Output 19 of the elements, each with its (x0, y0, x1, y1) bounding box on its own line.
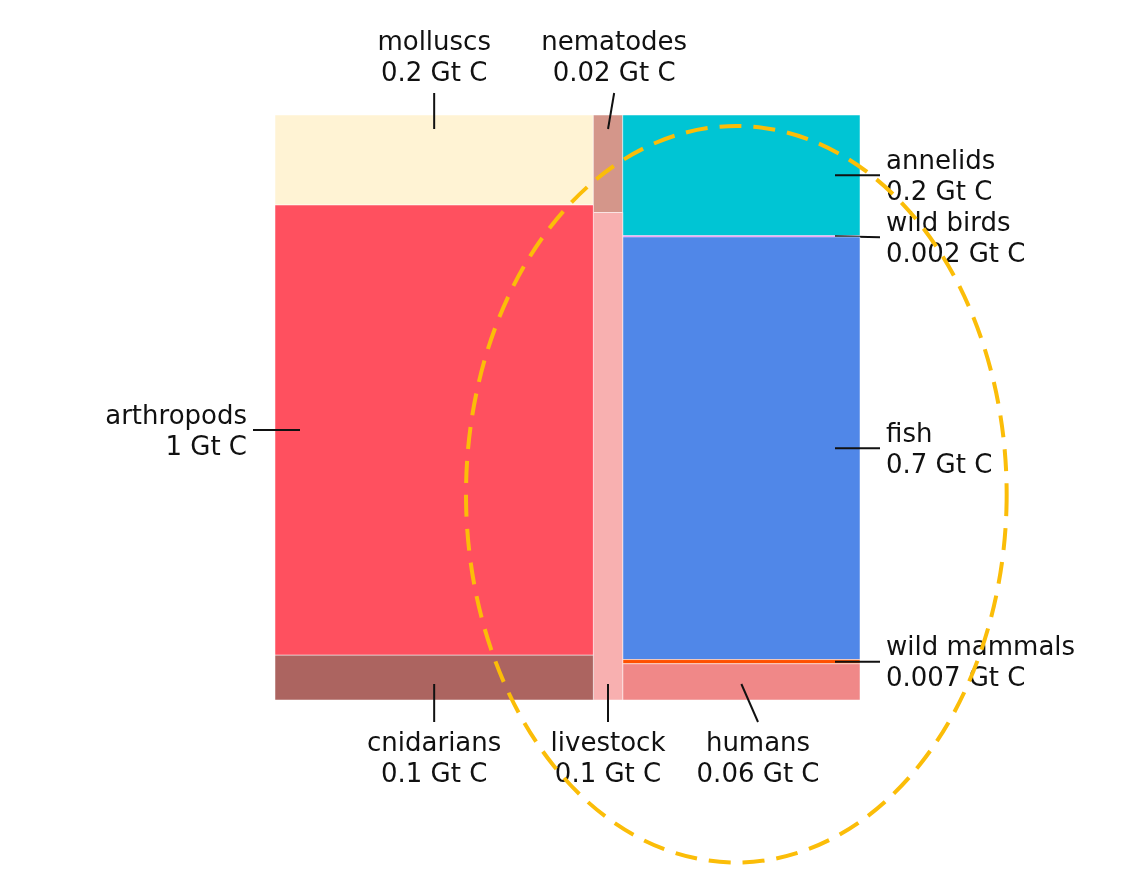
category-label: cnidarians (367, 726, 502, 757)
data-label: 0.7 Gt C (886, 448, 993, 479)
data-label: 0.2 Gt C (886, 175, 993, 206)
data-label: 0.1 Gt C (554, 757, 662, 788)
category-label: fish (886, 417, 933, 448)
category-label: livestock (550, 726, 666, 757)
data-label: 0.1 Gt C (380, 757, 488, 788)
category-label: arthropods (105, 399, 247, 430)
category-label: annelids (886, 144, 996, 175)
data-label: 0.002 Gt C (886, 237, 1026, 268)
category-label: molluscs (377, 25, 491, 56)
data-label: 0.06 Gt C (696, 757, 820, 788)
category-label: wild birds (886, 206, 1011, 237)
data-label: 1 Gt C (165, 430, 247, 461)
category-label: nematodes (541, 25, 688, 56)
data-label: 0.02 Gt C (552, 56, 676, 87)
category-label: wild mammals (886, 631, 1076, 662)
data-label: 0.2 Gt C (380, 56, 488, 87)
category-label: humans (705, 726, 811, 757)
